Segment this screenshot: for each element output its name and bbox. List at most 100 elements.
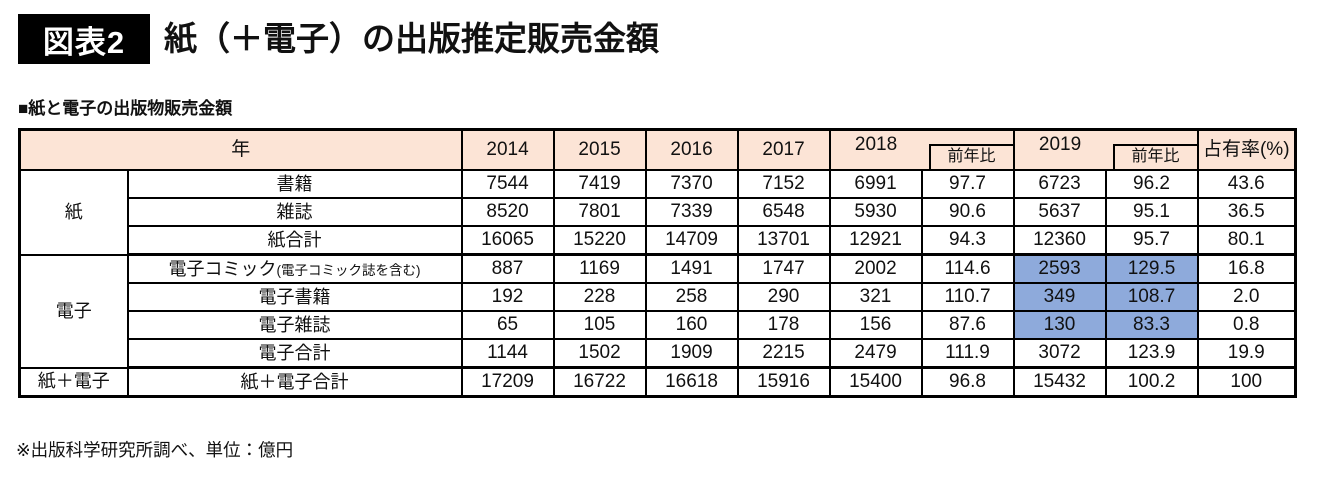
value-cell: 87.6 [920, 310, 1015, 340]
value-cell-highlighted: 83.3 [1104, 310, 1199, 340]
value-cell: 16065 [460, 225, 555, 256]
value-cell: 2479 [828, 338, 923, 369]
value-cell-highlighted: 349 [1012, 282, 1107, 312]
value-cell: 7370 [644, 169, 739, 199]
value-cell: 15220 [552, 225, 647, 256]
header-share-cell: 占有率(%) [1196, 128, 1297, 171]
value-cell: 15432 [1012, 366, 1107, 398]
value-cell: 192 [460, 282, 555, 312]
header-2018-label: 2018 [854, 133, 898, 155]
value-cell: 94.3 [920, 225, 1015, 256]
value-cell: 2002 [828, 253, 923, 284]
value-cell: 111.9 [920, 338, 1015, 369]
value-cell: 228 [552, 282, 647, 312]
value-cell: 19.9 [1196, 338, 1297, 369]
group-cell-paper: 紙 [18, 169, 129, 256]
value-cell: 96.8 [920, 366, 1015, 398]
value-cell: 100 [1196, 366, 1297, 398]
table-row-digital-total: 電子合計 1144 1502 1909 2215 2479 111.9 3072… [20, 338, 1297, 369]
value-cell: 6991 [828, 169, 923, 199]
value-cell: 6723 [1012, 169, 1107, 199]
value-cell: 17209 [460, 366, 555, 398]
header-2019-yoy-cell: 2019 前年比 [1012, 128, 1199, 171]
row-label-cell: 電子コミック(電子コミック誌を含む) [126, 253, 463, 284]
value-cell: 178 [736, 310, 831, 340]
value-cell: 8520 [460, 197, 555, 227]
page-title: 紙（＋電子）の出版推定販売金額 [164, 20, 659, 57]
value-cell: 1747 [736, 253, 831, 284]
header-yoy-2019-label: 前年比 [1112, 144, 1196, 169]
value-cell-highlighted: 129.5 [1104, 253, 1199, 284]
value-cell: 290 [736, 282, 831, 312]
value-cell: 1169 [552, 253, 647, 284]
value-cell: 95.7 [1104, 225, 1199, 256]
table-subtitle: ■紙と電子の出版物販売金額 [18, 99, 233, 118]
header-2015-cell: 2015 [552, 128, 647, 171]
value-cell: 15916 [736, 366, 831, 398]
header-row: 年 2014 2015 2016 2017 2018 前年比 2019 前年比 … [18, 128, 1297, 171]
figure-number-badge: 図表2 [18, 14, 150, 64]
value-cell: 6548 [736, 197, 831, 227]
value-cell: 1144 [460, 338, 555, 369]
row-label-cell: 電子合計 [126, 338, 463, 369]
value-cell: 14709 [644, 225, 739, 256]
value-cell: 1909 [644, 338, 739, 369]
figure-titlebar: 図表2 紙（＋電子）の出版推定販売金額 [18, 14, 659, 64]
header-2018-yoy-cell: 2018 前年比 [828, 128, 1015, 171]
header-2016-cell: 2016 [644, 128, 739, 171]
row-label-cell: 電子書籍 [126, 282, 463, 312]
group-cell-paper-plus-digital: 紙＋電子 [18, 366, 129, 398]
value-cell: 96.2 [1104, 169, 1199, 199]
value-cell: 7152 [736, 169, 831, 199]
group-cell-digital: 電子 [18, 253, 129, 369]
value-cell: 156 [828, 310, 923, 340]
value-cell-highlighted: 2593 [1012, 253, 1107, 284]
value-cell: 95.1 [1104, 197, 1199, 227]
value-cell: 100.2 [1104, 366, 1199, 398]
header-2019-label: 2019 [1038, 133, 1082, 155]
value-cell: 321 [828, 282, 923, 312]
value-cell: 123.9 [1104, 338, 1199, 369]
row-label-cell: 電子雑誌 [126, 310, 463, 340]
value-cell: 3072 [1012, 338, 1107, 369]
value-cell-highlighted: 130 [1012, 310, 1107, 340]
value-cell: 160 [644, 310, 739, 340]
header-year-label-cell: 年 [18, 128, 463, 171]
sales-table: 年 2014 2015 2016 2017 2018 前年比 2019 前年比 … [18, 128, 1298, 398]
value-cell: 0.8 [1196, 310, 1297, 340]
value-cell: 7339 [644, 197, 739, 227]
value-cell: 43.6 [1196, 169, 1297, 199]
value-cell: 16722 [552, 366, 647, 398]
value-cell: 7544 [460, 169, 555, 199]
value-cell: 2215 [736, 338, 831, 369]
value-cell: 15400 [828, 366, 923, 398]
value-cell: 258 [644, 282, 739, 312]
value-cell: 887 [460, 253, 555, 284]
row-label-cell: 雑誌 [126, 197, 463, 227]
value-cell: 12360 [1012, 225, 1107, 256]
value-cell-highlighted: 108.7 [1104, 282, 1199, 312]
value-cell: 7801 [552, 197, 647, 227]
value-cell: 36.5 [1196, 197, 1297, 227]
table-row-magazines: 雑誌 8520 7801 7339 6548 5930 90.6 5637 95… [20, 197, 1297, 227]
value-cell: 2.0 [1196, 282, 1297, 312]
table-row-ecomics: 電子 電子コミック(電子コミック誌を含む) 887 1169 1491 1747… [18, 253, 1297, 369]
header-yoy-2018-label: 前年比 [928, 144, 1012, 169]
value-cell: 16618 [644, 366, 739, 398]
table-row-paper-total: 紙合計 16065 15220 14709 13701 12921 94.3 1… [20, 225, 1297, 256]
sales-table-wrapper: 年 2014 2015 2016 2017 2018 前年比 2019 前年比 … [18, 128, 1298, 398]
value-cell: 105 [552, 310, 647, 340]
table-row-ebooks: 電子書籍 192 228 258 290 321 110.7 349 108.7… [20, 282, 1297, 312]
value-cell: 12921 [828, 225, 923, 256]
value-cell: 97.7 [920, 169, 1015, 199]
value-cell: 7419 [552, 169, 647, 199]
value-cell: 114.6 [920, 253, 1015, 284]
row-label-cell: 紙＋電子合計 [126, 366, 463, 398]
value-cell: 13701 [736, 225, 831, 256]
table-row-emagazines: 電子雑誌 65 105 160 178 156 87.6 130 83.3 0.… [20, 310, 1297, 340]
header-2017-cell: 2017 [736, 128, 831, 171]
value-cell: 16.8 [1196, 253, 1297, 284]
value-cell: 1502 [552, 338, 647, 369]
value-cell: 65 [460, 310, 555, 340]
